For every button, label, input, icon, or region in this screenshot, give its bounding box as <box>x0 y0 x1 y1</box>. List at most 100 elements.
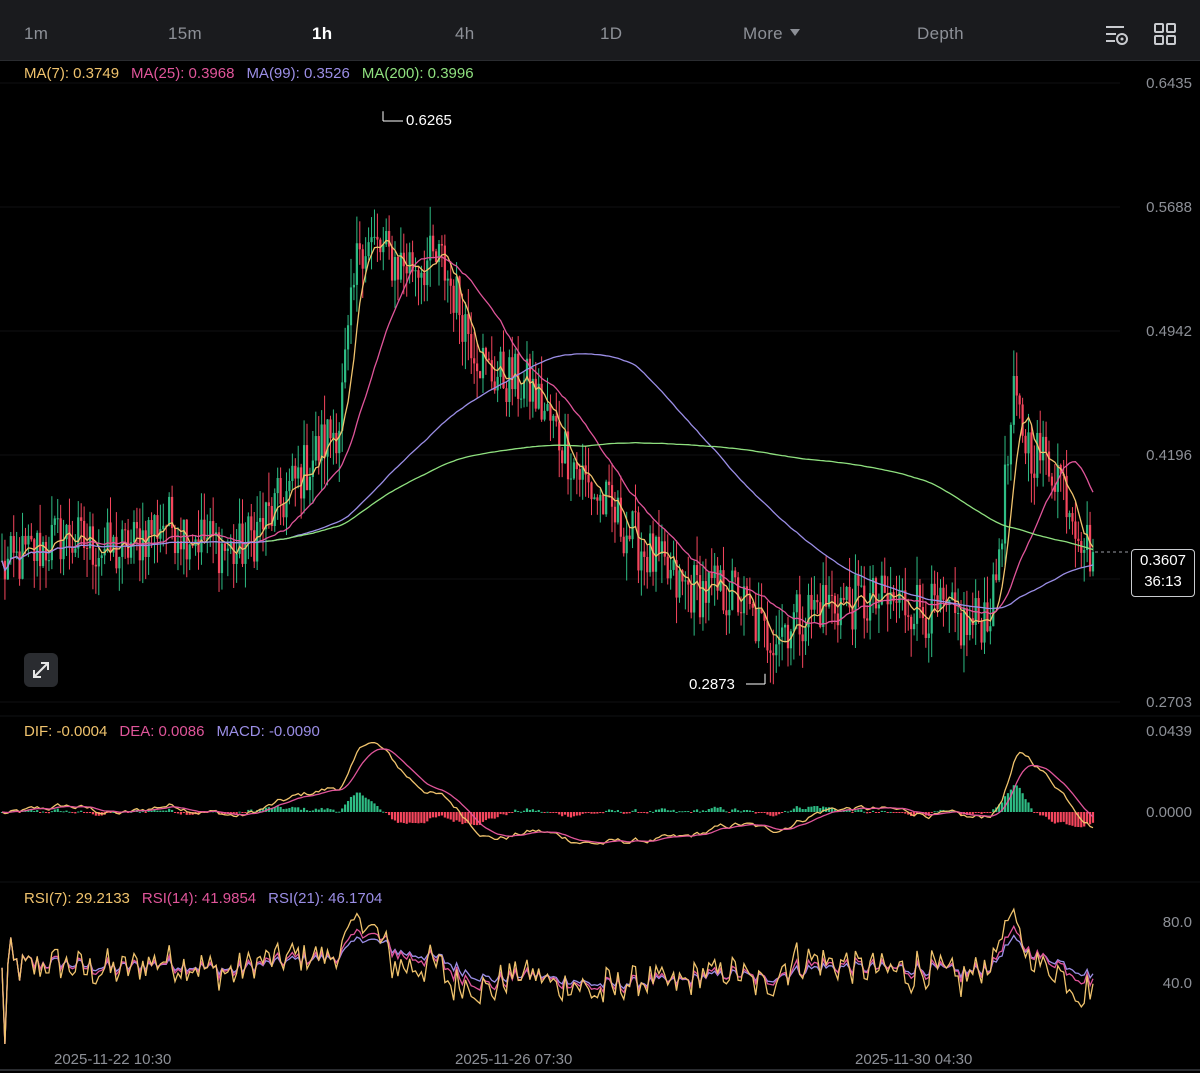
macd-bar <box>68 811 71 813</box>
candle-body <box>514 353 517 390</box>
candle-body <box>886 592 889 605</box>
macd-bar <box>388 812 391 816</box>
candle-body <box>326 419 329 457</box>
macd-bar <box>50 811 53 813</box>
candle-body <box>74 548 77 553</box>
macd-bar <box>253 811 256 813</box>
candle-body <box>989 626 992 632</box>
candle-body <box>124 529 127 531</box>
macd-bar <box>1039 812 1042 816</box>
candle-body <box>561 450 564 464</box>
candle-body <box>159 529 162 539</box>
candle-body <box>693 565 696 613</box>
macd-bar <box>657 809 661 812</box>
macd-bar <box>505 812 508 816</box>
macd-bar <box>528 809 532 812</box>
candle-body <box>323 424 326 457</box>
caret-down-icon <box>789 29 800 36</box>
macd-bar <box>314 808 317 812</box>
depth-tab[interactable]: Depth <box>917 24 964 43</box>
macd-bar <box>30 809 33 812</box>
candle-body <box>27 535 30 545</box>
candle-body <box>675 560 678 598</box>
macd-bar <box>874 812 878 813</box>
candle-body <box>657 536 661 554</box>
macd-bar <box>405 812 408 824</box>
candle-body <box>379 239 382 253</box>
legend-macd: MACD: -0.0090 <box>216 723 320 740</box>
candle-body <box>132 522 136 543</box>
candle-body <box>9 536 12 559</box>
macd-bar <box>889 811 892 813</box>
candle-body <box>112 536 115 553</box>
macd-bar <box>801 809 804 812</box>
candle-body <box>569 478 573 480</box>
price-tick: 0.2703 <box>1146 694 1192 711</box>
candle-body <box>349 287 353 326</box>
macd-bar <box>182 812 185 814</box>
macd-bar <box>572 812 575 817</box>
candle-body <box>135 522 139 529</box>
timeframe-4h[interactable]: 4h <box>455 24 475 43</box>
candle-body <box>910 616 913 630</box>
chart-settings-icon[interactable] <box>1104 22 1130 48</box>
candle-body <box>772 652 775 656</box>
candle-body <box>300 467 303 499</box>
candle-body <box>810 594 813 610</box>
candle-body <box>558 421 561 451</box>
timeframe-1d[interactable]: 1D <box>600 24 623 43</box>
macd-bar <box>543 812 546 813</box>
candle-body <box>253 530 256 562</box>
candle-body <box>493 381 496 391</box>
candle-body <box>476 363 479 372</box>
macd-bar <box>754 812 757 814</box>
macd-bar <box>546 811 549 813</box>
macd-bar <box>605 810 608 812</box>
candle-body <box>1039 432 1042 461</box>
macd-bar <box>1042 812 1045 816</box>
candle-body <box>995 574 998 581</box>
candle-body <box>616 497 619 523</box>
macd-bar <box>675 811 678 813</box>
candle-body <box>65 524 68 540</box>
candle-body <box>602 494 605 515</box>
candle-body <box>217 532 221 574</box>
ma25-line <box>1 256 1094 626</box>
macd-bar <box>138 811 141 813</box>
macd-bar <box>478 812 482 825</box>
macd-bar <box>385 812 388 813</box>
candle-body <box>660 541 663 554</box>
candle-body <box>701 581 705 618</box>
timeframe-1m[interactable]: 1m <box>24 24 49 43</box>
candle-body <box>874 578 878 609</box>
more-dropdown[interactable]: More <box>743 24 800 44</box>
macd-bar <box>710 808 713 812</box>
macd-bar <box>393 812 397 821</box>
price-pane <box>0 82 1200 883</box>
layout-grid-icon[interactable] <box>1153 22 1179 48</box>
candle-body <box>775 644 778 656</box>
candle-body <box>388 231 391 247</box>
macd-bar <box>162 810 165 812</box>
candle-body <box>634 511 637 513</box>
macd-bar <box>294 807 297 812</box>
candle-body <box>669 569 672 579</box>
timeframe-1h[interactable]: 1h <box>312 24 333 43</box>
macd-bar <box>769 812 772 816</box>
chart-canvas[interactable] <box>0 60 1200 1073</box>
macd-bar <box>763 812 766 813</box>
candle-body <box>531 378 534 402</box>
macd-bar <box>877 812 881 813</box>
candle-body <box>816 600 819 603</box>
expand-button[interactable] <box>24 653 58 687</box>
candle-body <box>739 612 743 614</box>
candle-body <box>766 620 769 651</box>
macd-bar <box>907 812 910 815</box>
candle-body <box>443 245 446 281</box>
timeframe-15m[interactable]: 15m <box>168 24 202 43</box>
candle-body <box>505 388 508 403</box>
candle-body <box>695 565 699 576</box>
macd-bar <box>423 812 426 824</box>
macd-bar <box>470 812 473 825</box>
candle-body <box>1080 541 1083 553</box>
